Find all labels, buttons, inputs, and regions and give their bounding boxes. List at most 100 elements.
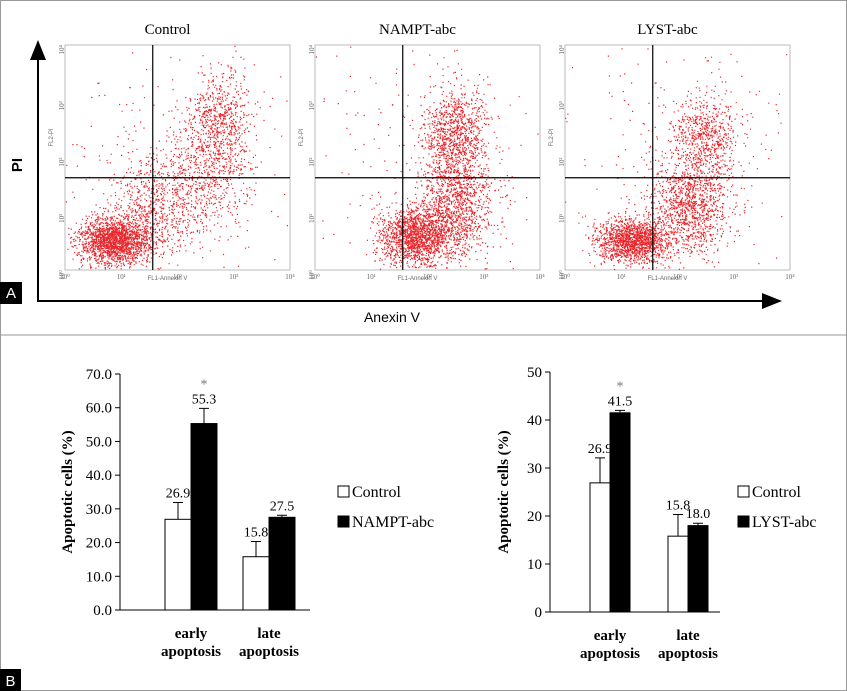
x-tick-label: 10⁰ xyxy=(60,273,70,281)
x-tick-label: 10¹ xyxy=(367,273,376,281)
legend-label: Control xyxy=(752,484,801,501)
significance-mark: * xyxy=(201,377,208,392)
legend-swatch xyxy=(737,515,750,528)
bar xyxy=(164,518,192,611)
x-tick-label: 10² xyxy=(423,273,432,281)
y-axis-label: FL2-PI xyxy=(299,128,305,146)
legend-swatch xyxy=(337,515,350,528)
x-tick-label: 10⁰ xyxy=(560,273,570,281)
y-tick-label: 10⁰ xyxy=(58,270,66,280)
y-tick-label: 60.0 xyxy=(86,401,112,417)
value-label: 26.9 xyxy=(166,486,191,501)
y-tick-label: 10² xyxy=(58,158,66,167)
legend-label: NAMPT-abc xyxy=(352,514,434,531)
y-axis-label: Apoptotic cells (%) xyxy=(496,430,512,553)
x-tick-label: 10⁴ xyxy=(285,273,295,281)
x-tick-label: 10⁴ xyxy=(535,273,545,281)
x-tick-label: 10² xyxy=(173,273,182,281)
x-tick-label: 10² xyxy=(673,273,682,281)
x-tick-label: 10¹ xyxy=(117,273,126,281)
y-tick-label: 10² xyxy=(308,158,316,167)
bar xyxy=(667,535,689,613)
plot-title: NAMPT-abc xyxy=(379,22,456,38)
y-tick-label: 20.0 xyxy=(86,536,112,552)
plot-frame xyxy=(64,44,291,271)
x-tick-label: 10³ xyxy=(729,273,738,281)
x-tick-label: 10³ xyxy=(479,273,488,281)
value-label: 15.8 xyxy=(244,526,269,541)
error-bar xyxy=(199,407,209,424)
y-tick-label: 0.0 xyxy=(93,603,112,619)
plot-frame xyxy=(314,44,541,271)
legend-swatch xyxy=(337,485,350,498)
y-tick-label: 10¹ xyxy=(308,214,316,223)
y-tick-label: 10² xyxy=(558,158,566,167)
y-tick-label: 10.0 xyxy=(86,569,112,585)
x-tick-label: early apoptosis xyxy=(580,628,640,662)
value-label: 55.3 xyxy=(192,392,217,407)
x-tick-label: 10⁰ xyxy=(310,273,320,281)
y-axis-label: FL2-PI xyxy=(49,128,55,146)
error-bar xyxy=(615,409,625,413)
y-tick-label: 10³ xyxy=(558,101,566,110)
bar xyxy=(190,423,218,611)
error-bar xyxy=(673,514,683,537)
y-axis-label: Apoptotic cells (%) xyxy=(60,430,76,553)
y-tick-label: 10⁰ xyxy=(308,270,316,280)
x-axis-label: FL1-Annexin V xyxy=(398,276,438,282)
y-tick-label: 10⁴ xyxy=(58,44,66,54)
bar xyxy=(609,412,631,613)
y-tick-label: 50.0 xyxy=(86,434,112,450)
legend-label: LYST-abc xyxy=(752,514,816,531)
y-axis-label: FL2-PI xyxy=(549,128,555,146)
x-tick-label: late apoptosis xyxy=(658,628,718,662)
panel-label: A xyxy=(6,285,16,302)
y-tick-label: 10⁰ xyxy=(558,270,566,280)
y-tick-label: 10 xyxy=(527,557,542,573)
legend-label: Control xyxy=(352,484,401,501)
x-tick-label: 10¹ xyxy=(617,273,626,281)
y-tick-label: 40.0 xyxy=(86,468,112,484)
error-bar xyxy=(251,541,261,557)
value-label: 15.8 xyxy=(666,499,691,514)
x-tick-label: 10³ xyxy=(229,273,238,281)
y-tick-label: 70.0 xyxy=(86,367,112,383)
y-tick-label: 10⁴ xyxy=(308,44,316,54)
y-tick-label: 10³ xyxy=(308,101,316,110)
x-tick-label: 10⁴ xyxy=(785,273,795,281)
event-dots xyxy=(315,46,539,270)
value-label: 27.5 xyxy=(270,499,295,514)
pi-label: PI xyxy=(9,158,26,172)
bar xyxy=(589,482,611,613)
legend-swatch xyxy=(737,485,750,498)
panel-label-box xyxy=(0,282,22,304)
y-tick-label: 50 xyxy=(527,365,542,381)
error-bar xyxy=(173,501,183,520)
y-tick-label: 10¹ xyxy=(558,214,566,223)
y-tick-label: 10¹ xyxy=(58,214,66,223)
plot-title: LYST-abc xyxy=(637,22,698,38)
value-label: 26.9 xyxy=(588,442,613,457)
plot-title: Control xyxy=(145,22,191,38)
value-label: 41.5 xyxy=(608,394,633,409)
bar xyxy=(242,556,270,611)
y-tick-label: 30.0 xyxy=(86,502,112,518)
y-tick-label: 10⁴ xyxy=(558,44,566,54)
error-bar xyxy=(693,522,703,526)
significance-mark: * xyxy=(617,379,624,394)
x-tick-label: late apoptosis xyxy=(239,626,299,660)
anexin-label: Anexin V xyxy=(364,309,421,325)
panel-label-box xyxy=(0,669,21,691)
bar xyxy=(687,525,709,613)
error-bar xyxy=(595,457,605,483)
bar xyxy=(268,516,296,611)
y-tick-label: 0 xyxy=(535,605,543,621)
value-label: 18.0 xyxy=(686,507,711,522)
panel-label: B xyxy=(5,673,15,690)
x-axis-label: FL1-Annexin V xyxy=(148,276,188,282)
y-tick-label: 40 xyxy=(527,413,542,429)
x-tick-label: early apoptosis xyxy=(161,626,221,660)
x-axis-label: FL1-Annexin V xyxy=(648,276,688,282)
y-tick-label: 20 xyxy=(527,509,542,525)
